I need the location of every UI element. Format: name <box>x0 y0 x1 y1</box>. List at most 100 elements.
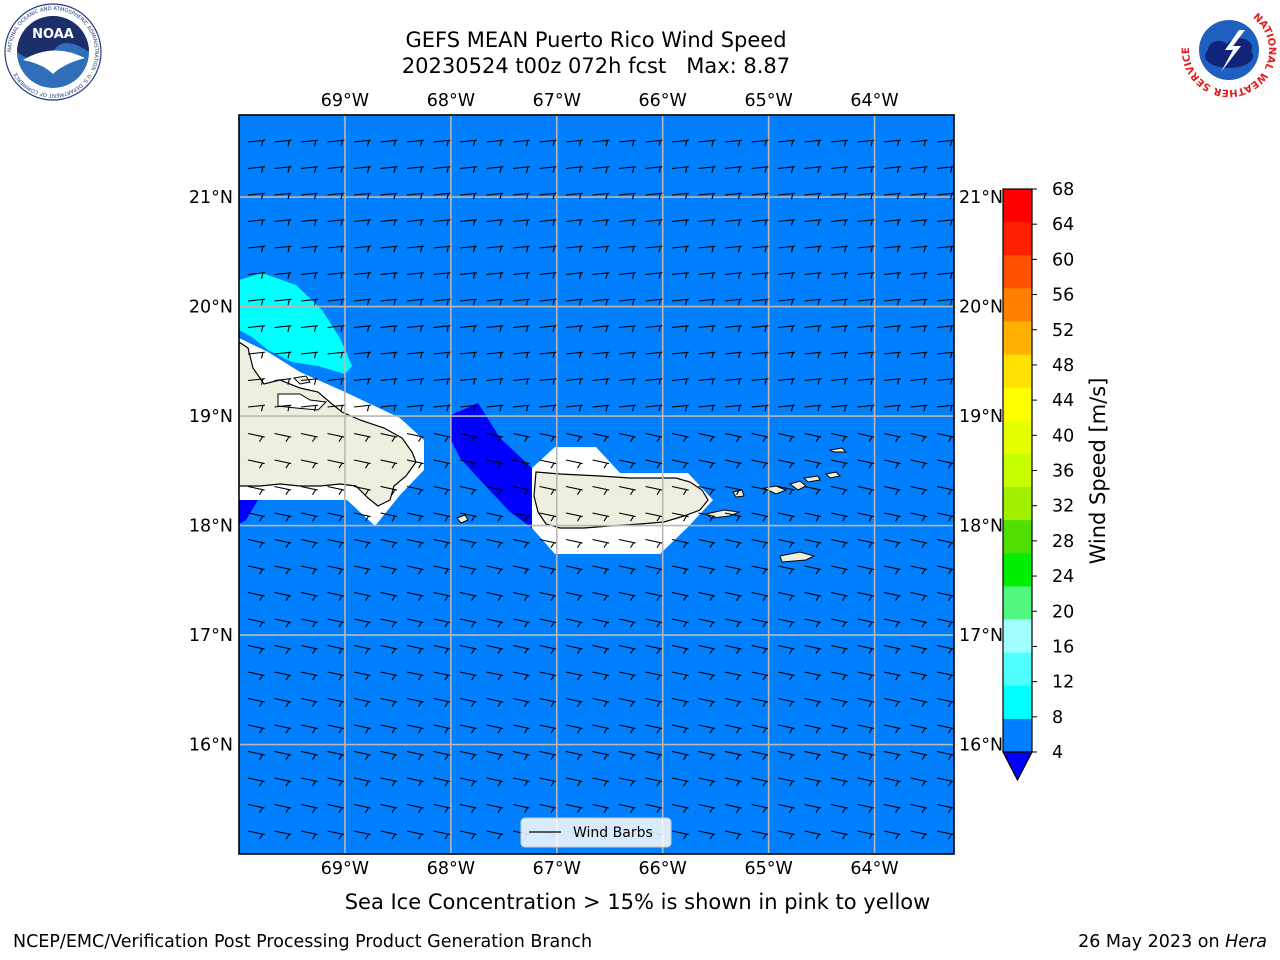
wind-barb <box>565 245 583 253</box>
wind-barb <box>327 404 345 412</box>
wind-barb <box>883 351 901 359</box>
wind-barb <box>380 538 398 548</box>
wind-barb <box>539 272 557 279</box>
wind-barb <box>698 219 716 226</box>
wind-barb <box>274 565 292 575</box>
wind-barb <box>936 697 954 707</box>
colorbar-tick-label-16: 4 <box>1052 743 1063 763</box>
wind-barb <box>433 298 451 306</box>
wind-barb <box>300 618 318 628</box>
wind-barb <box>539 644 557 654</box>
wind-barb <box>486 351 504 359</box>
wind-barb <box>671 697 689 707</box>
wind-barb <box>830 192 848 200</box>
wind-barb <box>830 459 848 469</box>
wind-barb <box>380 671 398 681</box>
wind-barb <box>645 697 663 707</box>
wind-barb <box>777 803 795 813</box>
wind-barb <box>247 565 265 575</box>
lat-label-right-5: 16°N <box>959 736 1003 756</box>
wind-barb <box>698 671 716 681</box>
wind-barb <box>539 351 557 359</box>
wind-barb <box>724 697 742 707</box>
wind-barb <box>724 618 742 628</box>
wind-barb <box>777 538 795 548</box>
wind-barb <box>486 777 504 787</box>
wind-barb <box>698 192 716 200</box>
wind-barb <box>751 724 769 734</box>
wind-barb <box>830 591 848 601</box>
wind-barb <box>751 671 769 681</box>
wind-barb <box>857 512 875 522</box>
wind-barb <box>936 166 954 173</box>
wind-barb <box>698 512 716 522</box>
wind-barb <box>698 166 716 173</box>
wind-barb <box>751 830 769 840</box>
wind-barb <box>380 166 398 173</box>
wind-barb <box>274 432 292 442</box>
wind-barb <box>353 830 371 840</box>
wind-barb <box>592 538 610 548</box>
wind-barbs-legend: Wind Barbs <box>520 817 672 848</box>
wind-barb <box>857 245 875 253</box>
wind-barb <box>910 298 928 306</box>
wind-barb <box>327 671 345 681</box>
wind-barb <box>433 325 451 332</box>
wind-barb <box>459 618 477 628</box>
wind-barb <box>645 565 663 575</box>
wind-barb <box>883 272 901 279</box>
wind-barb <box>247 803 265 813</box>
wind-barb <box>539 325 557 332</box>
wind-barb <box>645 325 663 332</box>
wind-barb <box>300 378 318 385</box>
wind-barb <box>459 404 477 412</box>
wind-barb <box>247 750 265 760</box>
wind-barb <box>486 192 504 200</box>
wind-barb <box>274 777 292 787</box>
wind-barb <box>804 139 822 147</box>
wind-barb <box>724 378 742 385</box>
wind-barb <box>353 325 371 332</box>
wind-barb <box>671 459 689 469</box>
wind-barb <box>804 219 822 226</box>
wind-barb <box>539 512 557 522</box>
wind-barb <box>751 432 769 442</box>
wind-barb <box>857 538 875 548</box>
wind-barb <box>910 671 928 681</box>
wind-barb <box>698 272 716 279</box>
wind-barb <box>936 192 954 200</box>
wind-barb <box>406 538 424 548</box>
wind-barb <box>804 459 822 469</box>
wind-barb <box>565 404 583 412</box>
wind-barb <box>486 219 504 226</box>
wind-barb <box>910 565 928 575</box>
colorbar-bin-3 <box>1003 288 1032 322</box>
wind-barb <box>274 245 292 253</box>
wind-barb <box>327 378 345 385</box>
wind-barb <box>830 671 848 681</box>
wind-barb <box>565 512 583 522</box>
wind-barb <box>671 404 689 412</box>
wind-barb <box>592 432 610 442</box>
colorbar-label: Wind Speed [m/s] <box>1086 378 1110 565</box>
wind-barb <box>433 777 451 787</box>
wind-barb <box>512 803 530 813</box>
wind-barb <box>512 192 530 200</box>
wind-barb <box>274 192 292 200</box>
wind-barb <box>539 671 557 681</box>
wind-barb <box>618 538 636 548</box>
wind-barb <box>698 644 716 654</box>
wind-barb <box>539 432 557 442</box>
wind-barb <box>406 618 424 628</box>
wind-barb <box>936 565 954 575</box>
wind-barb <box>433 485 451 495</box>
wind-barb <box>751 697 769 707</box>
wind-barb <box>247 697 265 707</box>
colorbar-tick-label-4: 52 <box>1052 321 1074 341</box>
wind-barb <box>406 671 424 681</box>
colorbar-bin-16 <box>1003 718 1032 753</box>
wind-barb <box>698 404 716 412</box>
wind-barb <box>380 724 398 734</box>
wind-barb <box>327 538 345 548</box>
wind-barb <box>671 591 689 601</box>
